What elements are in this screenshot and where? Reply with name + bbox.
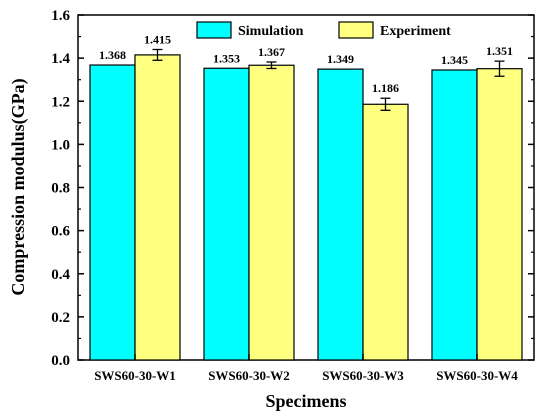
bar-experiment-1 — [134, 54, 181, 361]
legend: Simulation Experiment — [196, 21, 451, 39]
x-tick-label: SWS60-30-W3 — [322, 368, 404, 383]
data-label-experiment: 1.351 — [486, 44, 513, 58]
bar-simulation-2 — [203, 67, 250, 361]
data-label-experiment: 1.367 — [258, 45, 285, 59]
legend-swatch-experiment — [338, 21, 374, 39]
y-tick-label: 0.8 — [51, 181, 70, 197]
y-tick-label: 1.2 — [51, 94, 70, 110]
y-tick-label: 1.0 — [51, 137, 70, 153]
y-axis: 0.0 0.2 0.4 0.6 0.8 1.0 1.2 1.4 1.6 — [51, 8, 534, 369]
data-labels: 1.368 1.415 1.353 1.367 1.349 1.186 1.345 1.351 — [99, 33, 513, 96]
y-tick-label: 0.4 — [51, 267, 70, 283]
data-label-experiment: 1.186 — [372, 81, 399, 95]
x-tick-label: SWS60-30-W4 — [436, 368, 518, 383]
data-label-simulation: 1.345 — [441, 53, 468, 67]
legend-swatch-simulation — [196, 21, 232, 39]
error-bar-3 — [380, 97, 391, 111]
data-label-simulation: 1.349 — [327, 52, 354, 66]
y-tick-label: 1.6 — [51, 8, 70, 24]
x-axis-title: Specimens — [266, 391, 347, 411]
data-label-experiment: 1.415 — [144, 33, 171, 47]
x-axis: SWS60-30-W1 SWS60-30-W2 SWS60-30-W3 SWS60-3… — [94, 354, 518, 383]
bar-experiment-4 — [476, 68, 523, 361]
bar-experiment-3 — [362, 103, 409, 361]
error-bar-2 — [266, 61, 277, 70]
x-tick-label: SWS60-30-W2 — [208, 368, 290, 383]
y-axis-title: Compression modulus(GPa) — [8, 78, 29, 295]
bar-simulation-4 — [431, 69, 478, 361]
y-tick-label: 0.2 — [51, 310, 70, 326]
data-label-simulation: 1.353 — [213, 51, 240, 65]
error-bar-4 — [494, 60, 505, 77]
x-tick-label: SWS60-30-W1 — [94, 368, 176, 383]
legend-label-simulation: Simulation — [238, 24, 304, 39]
y-tick-label: 0.6 — [51, 224, 70, 240]
y-tick-label: 0.0 — [51, 353, 70, 369]
legend-label-experiment: Experiment — [380, 24, 451, 39]
data-label-simulation: 1.368 — [99, 48, 126, 62]
bar-simulation-3 — [317, 68, 364, 361]
error-bar-1 — [152, 48, 163, 61]
bar-simulation-1 — [89, 64, 136, 361]
y-tick-label: 1.4 — [51, 51, 70, 67]
bar-experiment-2 — [248, 64, 295, 361]
bars-layer — [89, 48, 523, 361]
